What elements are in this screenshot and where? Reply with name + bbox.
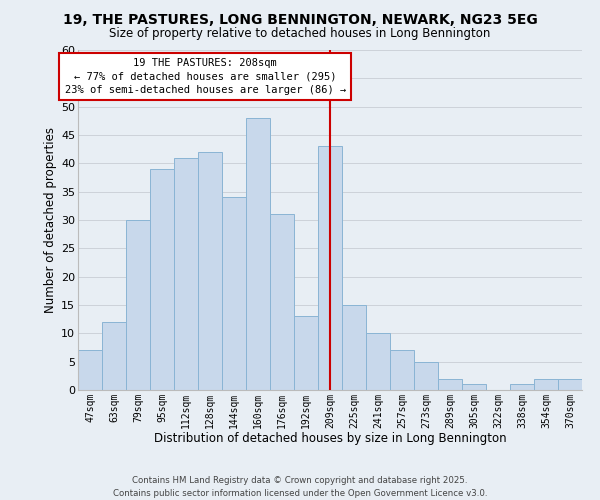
- Bar: [366, 334, 390, 390]
- Bar: [294, 316, 318, 390]
- Bar: [150, 169, 174, 390]
- Bar: [534, 378, 558, 390]
- Bar: [78, 350, 102, 390]
- Bar: [270, 214, 294, 390]
- Bar: [174, 158, 198, 390]
- Bar: [246, 118, 270, 390]
- Bar: [222, 198, 246, 390]
- Bar: [462, 384, 486, 390]
- Y-axis label: Number of detached properties: Number of detached properties: [44, 127, 57, 313]
- Bar: [318, 146, 342, 390]
- Bar: [438, 378, 462, 390]
- Bar: [510, 384, 534, 390]
- X-axis label: Distribution of detached houses by size in Long Bennington: Distribution of detached houses by size …: [154, 432, 506, 445]
- Bar: [198, 152, 222, 390]
- Bar: [390, 350, 414, 390]
- Bar: [414, 362, 438, 390]
- Bar: [102, 322, 126, 390]
- Bar: [342, 305, 366, 390]
- Bar: [126, 220, 150, 390]
- Text: Contains HM Land Registry data © Crown copyright and database right 2025.
Contai: Contains HM Land Registry data © Crown c…: [113, 476, 487, 498]
- Bar: [558, 378, 582, 390]
- Text: 19 THE PASTURES: 208sqm
← 77% of detached houses are smaller (295)
23% of semi-d: 19 THE PASTURES: 208sqm ← 77% of detache…: [65, 58, 346, 95]
- Text: Size of property relative to detached houses in Long Bennington: Size of property relative to detached ho…: [109, 28, 491, 40]
- Text: 19, THE PASTURES, LONG BENNINGTON, NEWARK, NG23 5EG: 19, THE PASTURES, LONG BENNINGTON, NEWAR…: [62, 12, 538, 26]
